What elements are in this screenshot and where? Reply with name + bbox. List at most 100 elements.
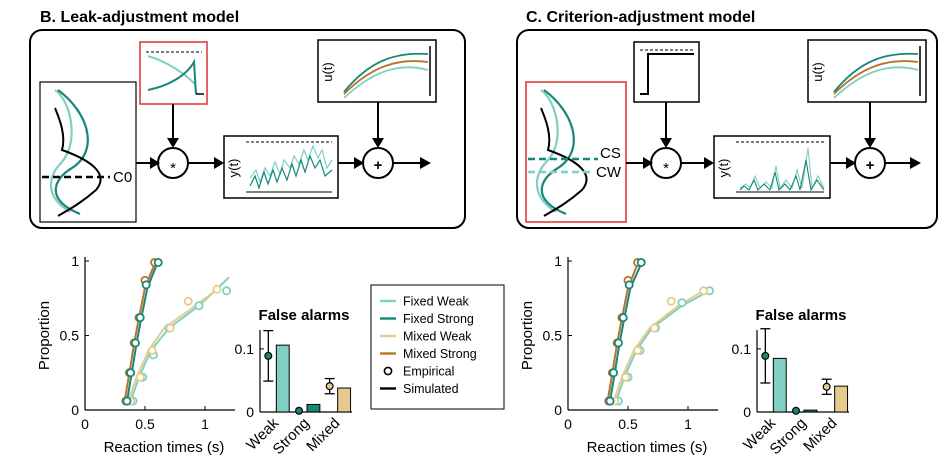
cdf-b-emp-point-fixed-strong [153, 257, 163, 267]
legend-label-mixed-weak: Mixed Weak [403, 330, 472, 344]
cdf-c-emp-point-mixed-weak [666, 296, 676, 306]
cdf-b-emp-point-fixed-weak [222, 286, 232, 296]
fa-b-bar-weak [275, 344, 290, 413]
panel-b-criterion-label: C0 [113, 169, 132, 186]
panel-b-convolve-symbol: * [170, 160, 176, 177]
cdf-b-emp-point-mixed-weak [135, 372, 145, 382]
cdf-b-emp-point-mixed-weak [147, 345, 157, 355]
cdf-c-emp-point-fixed-strong [636, 257, 646, 267]
cdf-c-emp-point-fixed-strong [609, 368, 619, 378]
cdf-b-emp-point-mixed-weak [183, 296, 193, 306]
legend-label-simulated: Simulated [403, 382, 459, 396]
panel-c-distribution-box: CS CW [525, 81, 627, 223]
panel-c-criterion-strong-label: CS [600, 145, 621, 162]
legend-swatch-empirical [383, 366, 393, 376]
cdf-c-y-label: Proportion [519, 301, 536, 370]
panel-c: C. Criterion-adjustment model CS CW * [516, 9, 938, 229]
panel-b: B. Leak-adjustment model C0 * [29, 9, 466, 229]
legend-label-empirical: Empirical [403, 365, 454, 379]
fa-c-emp-point-weak [761, 351, 770, 360]
cdf-b-emp-point-mixed-weak [212, 284, 222, 294]
panel-b-signal-box: y(t) [223, 135, 339, 199]
cdf-c-emp-point-fixed-strong [613, 338, 623, 348]
panel-c-title: C. Criterion-adjustment model [526, 9, 755, 26]
cdf-b-y-label: Proportion [36, 301, 53, 370]
cdf-b-y-tick-label: 0.5 [60, 328, 80, 344]
panel-c-criterion-weak-label: CW [596, 164, 622, 181]
fa-c-title: False alarms [756, 307, 847, 324]
fa-b-emp-point-strong [295, 406, 304, 415]
panel-b-y-label: y(t) [226, 159, 241, 178]
cdf-c-x-tick-label: 0 [564, 416, 572, 432]
panel-b-u-label: u(t) [320, 62, 335, 82]
panel-b-title: B. Leak-adjustment model [40, 9, 239, 26]
panel-b-dist-noise [54, 107, 102, 217]
cdf-c-x-tick-label: 1 [684, 416, 692, 432]
panel-b-urgency-box: u(t) [317, 39, 437, 103]
panel-c-frame [516, 29, 938, 229]
cdf-c-emp-point-mixed-weak [699, 286, 709, 296]
cdf-b-x-label: Reaction times (s) [104, 439, 225, 456]
cdf-chart-b: 0 0.5 1 0 0.5 1 Reaction times (s) Proportion [36, 253, 235, 456]
cdf-c-emp-point-fixed-strong [624, 280, 634, 290]
fa-c-y-tick-label: 0.1 [732, 341, 752, 357]
panel-c-urgency-box: u(t) [807, 39, 927, 103]
cdf-c-x-tick-label: 0.5 [618, 416, 638, 432]
cdf-b-x-tick-label: 0.5 [135, 416, 155, 432]
cdf-b-x-tick-label: 1 [201, 416, 209, 432]
cdf-c-emp-point-fixed-strong [618, 313, 628, 323]
cdf-c-emp-point-fixed-weak [677, 298, 687, 308]
cdf-c-y-tick-label: 1 [554, 253, 562, 269]
fa-b-bar-strong [306, 403, 321, 413]
cdf-b-x-tick-label: 0 [81, 416, 89, 432]
cdf-b-emp-point-fixed-strong [122, 396, 132, 406]
panel-b-distribution-box: C0 [39, 81, 137, 223]
legend: Fixed Weak Fixed Strong Mixed Weak Mixed St… [370, 284, 505, 410]
panel-b-add-symbol: + [374, 157, 383, 174]
fa-c-y-tick-label: 0 [743, 404, 751, 420]
cdf-c-emp-point-mixed-weak [621, 372, 631, 382]
legend-label-mixed-strong: Mixed Strong [403, 347, 477, 361]
cdf-b-sim-line-fixed-weak [129, 276, 230, 402]
cdf-c-sim-line-fixed-weak [615, 288, 713, 402]
fa-c-bar-weak [772, 357, 787, 413]
cdf-c-emp-point-mixed-weak [633, 345, 643, 355]
cdf-chart-c: 0 0.5 1 0 0.5 1 Reaction times (s) Proportion [519, 253, 718, 456]
fa-c-bar-strong [803, 409, 818, 413]
panel-b-frame [29, 29, 466, 229]
cdf-b-emp-point-mixed-weak [165, 323, 175, 333]
legend-label-fixed-strong: Fixed Strong [403, 312, 474, 326]
panel-b-kernel-box [139, 41, 208, 105]
fa-b-emp-point-mixed [325, 382, 334, 391]
cdf-c-x-label: Reaction times (s) [587, 439, 708, 456]
fa-c-emp-point-mixed [822, 382, 831, 391]
panel-b-dist-weak [49, 89, 73, 213]
fa-c-emp-point-strong [791, 406, 800, 415]
cdf-c-y-tick-label: 0.5 [543, 328, 563, 344]
panel-c-kernel-box [633, 41, 700, 103]
cdf-b-y-tick-label: 1 [71, 253, 79, 269]
cdf-b-emp-point-fixed-strong [130, 338, 140, 348]
panel-c-y-label: y(t) [716, 159, 731, 178]
fa-b-y-tick-label: 0.1 [235, 341, 255, 357]
fa-b-emp-point-weak [264, 351, 273, 360]
cdf-b-emp-point-fixed-strong [141, 280, 151, 290]
cdf-c-emp-point-mixed-weak [649, 323, 659, 333]
panel-c-signal-box: y(t) [713, 135, 831, 199]
cdf-c-y-tick-label: 0 [554, 402, 562, 418]
panel-c-convolve-symbol: * [663, 160, 669, 177]
fa-b-title: False alarms [259, 307, 350, 324]
fa-b-bar-mixed [337, 387, 352, 413]
fa-c-bar-mixed [834, 385, 849, 413]
panel-c-u-label: u(t) [810, 62, 825, 82]
cdf-c-emp-point-fixed-strong [605, 396, 615, 406]
fa-b-y-tick-label: 0 [246, 404, 254, 420]
fa-c-category-mixed: Mixed [800, 415, 840, 455]
cdf-b-emp-point-fixed-weak [194, 301, 204, 311]
panel-b-dist-strong [54, 89, 89, 216]
panel-c-add-symbol: + [866, 157, 875, 174]
legend-label-fixed-weak: Fixed Weak [403, 295, 470, 309]
